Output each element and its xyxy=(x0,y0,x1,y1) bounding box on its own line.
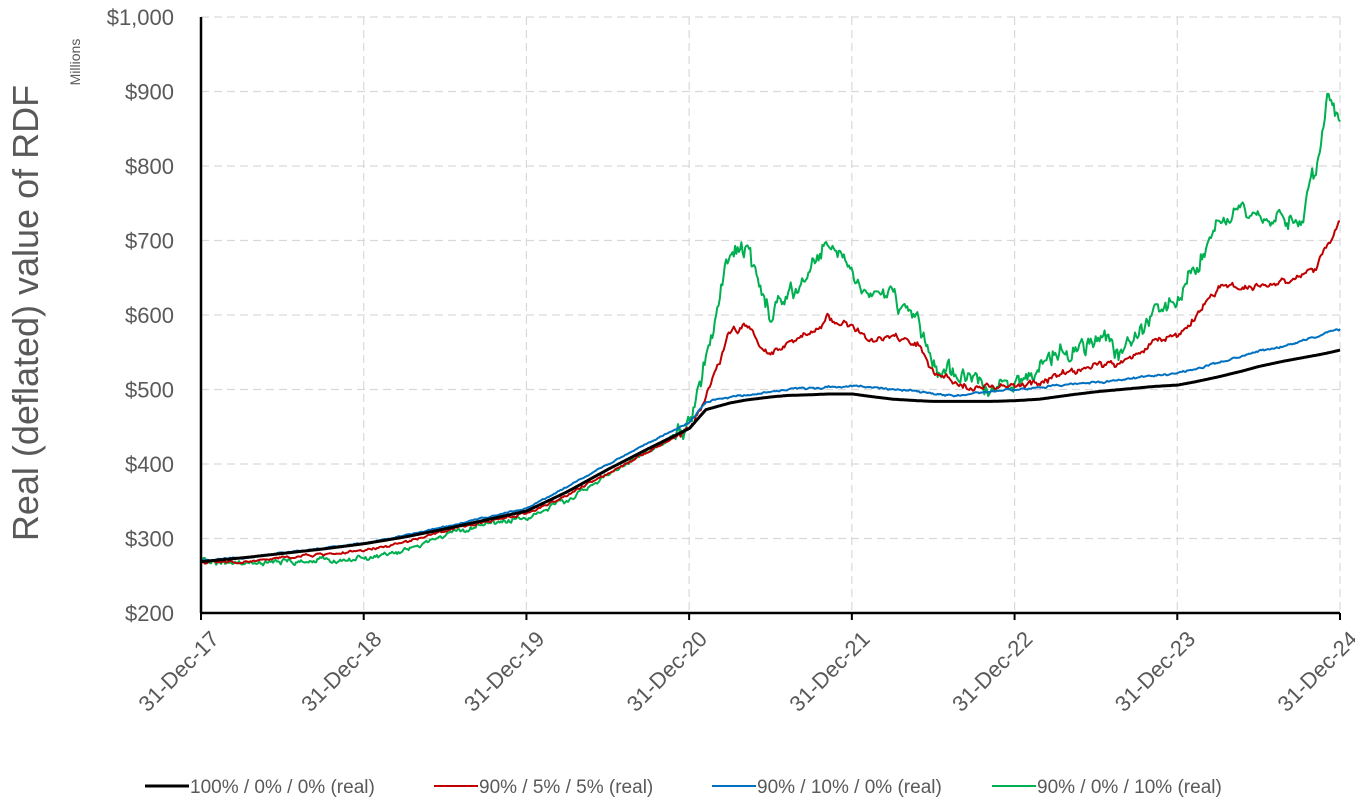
series-line-4 xyxy=(201,92,1341,567)
y-tick-labels: $200 $300 $400 $500 $600 $700 $800 $900 $1,000 xyxy=(107,5,174,626)
legend-label-3: 90% / 10% / 0% (real) xyxy=(757,777,942,798)
y-tick-label: $400 xyxy=(125,452,174,477)
y-tick-label: $600 xyxy=(125,303,174,328)
y-tick-label: $1,000 xyxy=(107,5,174,30)
y-tick-label: $200 xyxy=(125,601,174,626)
legend-label-4: 90% / 0% / 10% (real) xyxy=(1037,777,1222,798)
legend: 100% / 0% / 0% (real) 90% / 5% / 5% (real… xyxy=(145,777,1222,798)
y-tick-label: $900 xyxy=(125,80,174,105)
series-line-3 xyxy=(201,328,1341,562)
x-tick-label: 31-Dec-17 xyxy=(134,626,224,716)
axes xyxy=(199,17,1341,620)
x-tick-label: 31-Dec-24 xyxy=(1273,626,1355,716)
series-line-2 xyxy=(200,220,1340,565)
y-tick-label: $700 xyxy=(125,229,174,254)
series-lines xyxy=(200,92,1341,567)
series-line-1 xyxy=(200,348,1341,564)
x-tick-label: 31-Dec-20 xyxy=(622,626,712,716)
y-units-label: Millions xyxy=(67,39,83,86)
x-tick-label: 31-Dec-18 xyxy=(296,626,386,716)
x-tick-labels: 31-Dec-17 31-Dec-18 31-Dec-19 31-Dec-20 31-D… xyxy=(134,626,1355,716)
x-tick-label: 31-Dec-19 xyxy=(459,626,549,716)
x-tick-label: 31-Dec-22 xyxy=(947,626,1037,716)
x-tick-label: 31-Dec-21 xyxy=(784,626,874,716)
y-tick-label: $500 xyxy=(125,378,174,403)
y-axis-label: Real (deflated) value of RDF xyxy=(5,85,46,541)
legend-label-2: 90% / 5% / 5% (real) xyxy=(479,777,653,798)
y-tick-label: $300 xyxy=(125,527,174,552)
legend-label-1: 100% / 0% / 0% (real) xyxy=(190,777,375,798)
gridlines xyxy=(201,16,1341,613)
y-tick-label: $800 xyxy=(125,154,174,179)
x-tick-label: 31-Dec-23 xyxy=(1110,626,1200,716)
